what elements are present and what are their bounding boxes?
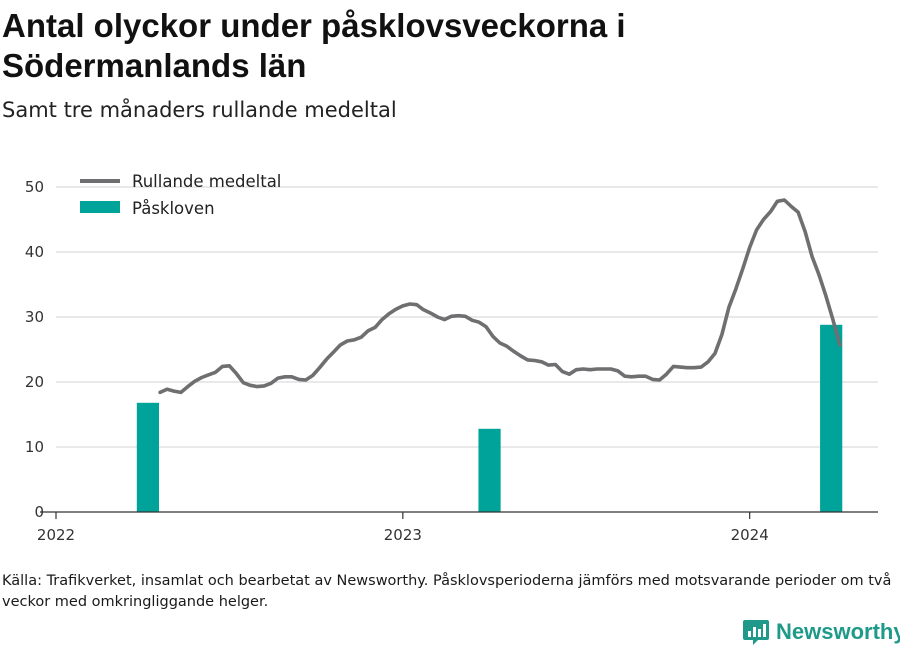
brand-logo: Newsworthy [742,618,900,646]
y-tick-label: 30 [25,308,44,326]
bar-series [136,324,843,512]
y-tick-label: 50 [25,178,44,196]
source-caption: Källa: Trafikverket, insamlat och bearbe… [2,573,892,610]
bar [478,428,501,512]
line-rolling-average [158,198,842,395]
chart-title: Antal olyckor under påsklovsveckorna i S… [2,7,626,84]
legend-bar-swatch [80,201,120,213]
chart: 0 10 20 30 40 50 2022 2023 2024 Rullande medelt… [25,172,878,544]
y-tick-label: 40 [25,243,44,261]
x-tick-label: 2023 [384,526,422,544]
chart-subtitle: Samt tre månaders rullande medeltal [2,98,397,122]
x-tick-label: 2022 [37,526,75,544]
y-tick-label: 10 [25,438,44,456]
bar [820,324,843,512]
y-tick-label: 0 [34,503,44,521]
legend-label-bar: Påskloven [132,199,215,218]
brand-name: Newsworthy [776,619,900,644]
legend: Rullande medeltal Påskloven [80,172,281,218]
legend-label-line: Rullande medeltal [132,172,281,191]
bar [136,402,160,512]
x-axis: 2022 2023 2024 [37,511,878,544]
y-axis: 0 10 20 30 40 50 [25,178,44,521]
y-tick-label: 20 [25,373,44,391]
newsworthy-logo-icon [743,620,769,645]
x-tick-label: 2024 [731,526,769,544]
line-series [158,198,842,395]
